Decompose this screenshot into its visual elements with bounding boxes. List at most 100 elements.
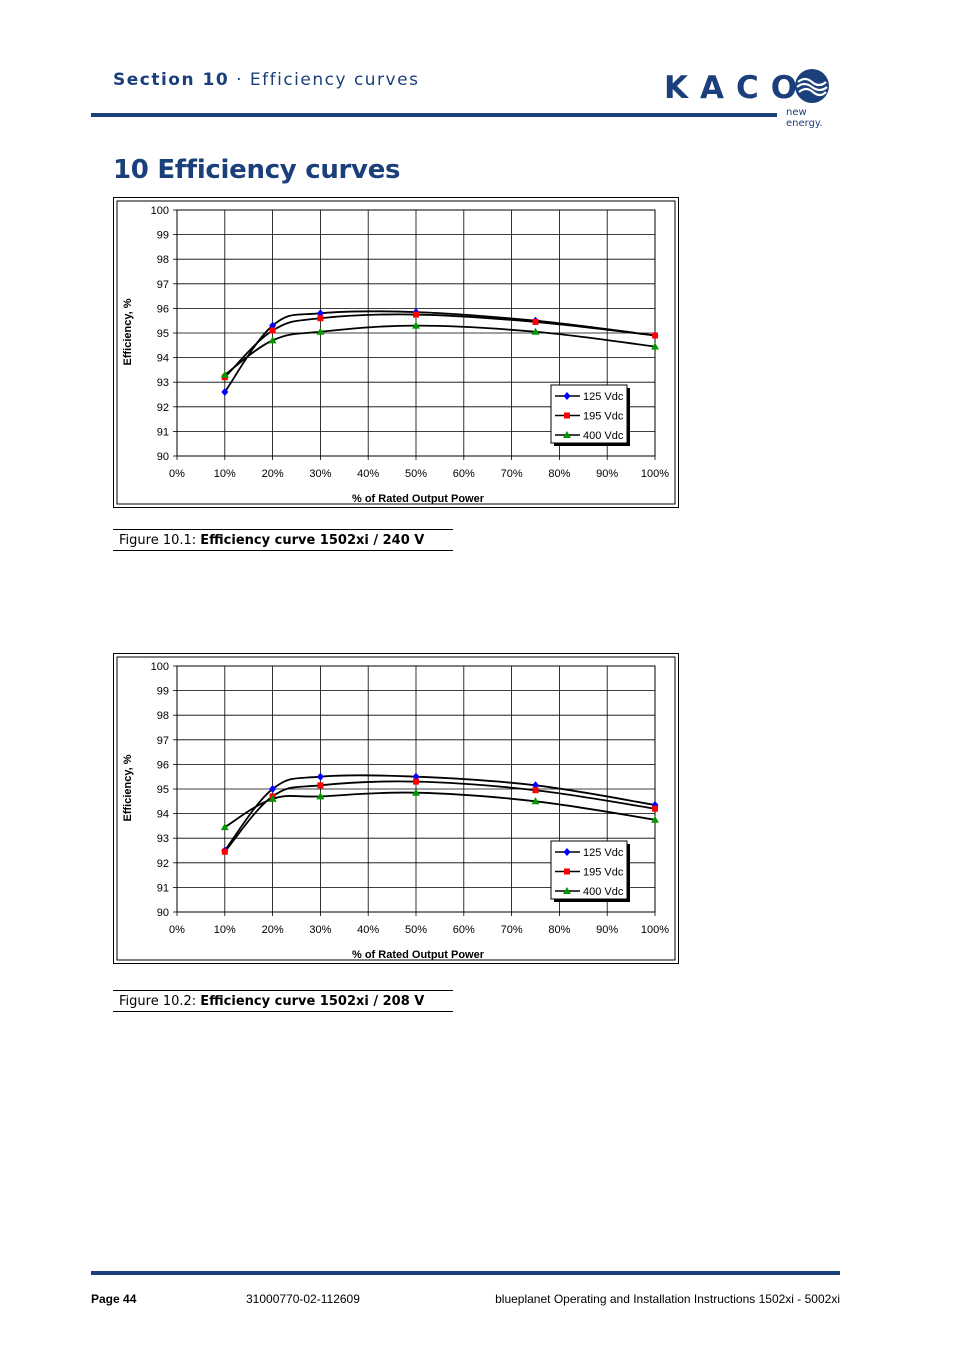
document-title: blueplanet Operating and Installation In… xyxy=(495,1292,840,1306)
diamond-marker xyxy=(563,392,571,400)
square-marker xyxy=(532,787,539,794)
triangle-marker xyxy=(268,794,277,802)
x-tick-label: 50% xyxy=(405,924,427,936)
y-axis-label: Efficiency, % xyxy=(122,298,134,365)
x-tick-label: 70% xyxy=(501,924,523,936)
square-marker xyxy=(652,332,658,339)
efficiency-chart-2: 90 91 92 93 94 95 96 97 98 99 100 0% 10% 20% 30% 40% 50%… xyxy=(113,653,679,964)
x-tick-label: 30% xyxy=(309,468,331,480)
triangle-marker xyxy=(412,321,420,329)
square-marker xyxy=(317,782,324,789)
x-tick-label: 60% xyxy=(453,924,475,936)
legend-box xyxy=(550,840,628,900)
page-title: 10 Efficiency curves xyxy=(113,155,401,185)
legend: 125 Vdc 195 Vdc 400 Vdc xyxy=(550,384,630,446)
y-tick-label: 93 xyxy=(157,833,169,845)
chart-2-svg: 90 91 92 93 94 95 96 97 98 99 100 0% 10% 20% 30% 40% 50%… xyxy=(116,656,676,961)
series-400-vdc xyxy=(220,321,659,378)
x-tick-label: 30% xyxy=(309,924,331,936)
chart-1-svg: 90 91 92 93 94 95 96 97 98 99 100 0% 10% 20% 30% 40% 50%… xyxy=(116,200,676,505)
legend-label: 125 Vdc xyxy=(583,847,624,859)
diamond-marker xyxy=(563,848,571,856)
x-tick-label: 100% xyxy=(641,468,669,480)
square-marker xyxy=(317,315,324,322)
square-marker xyxy=(652,805,658,812)
wave-globe-icon xyxy=(795,69,829,103)
y-tick-label: 100 xyxy=(151,205,169,217)
x-tick-label: 90% xyxy=(596,924,618,936)
section-label: Section 10 xyxy=(113,70,230,90)
y-tick-label: 99 xyxy=(157,686,169,698)
y-tick-label: 91 xyxy=(157,426,169,438)
triangle-marker xyxy=(651,815,659,823)
x-tick-label: 0% xyxy=(169,468,185,480)
x-tick-label: 50% xyxy=(405,468,427,480)
y-tick-label: 90 xyxy=(157,907,169,919)
x-tick-label: 80% xyxy=(548,924,570,936)
y-tick-label: 94 xyxy=(157,809,169,821)
legend-label: 400 Vdc xyxy=(583,430,624,442)
footer-rule xyxy=(91,1271,840,1275)
legend-label: 195 Vdc xyxy=(583,867,624,879)
section-title: Efficiency curves xyxy=(249,70,420,90)
x-tick-label: 60% xyxy=(453,468,475,480)
y-tick-label: 95 xyxy=(157,328,169,340)
header-rule xyxy=(91,113,777,117)
square-marker xyxy=(269,327,276,334)
caption-prefix: Figure 10.1: xyxy=(119,533,201,548)
legend-label: 400 Vdc xyxy=(583,886,624,898)
y-tick-label: 93 xyxy=(157,377,169,389)
y-tick-label: 99 xyxy=(157,230,169,242)
x-axis-label: % of Rated Output Power xyxy=(352,949,485,961)
diamond-marker xyxy=(316,309,324,318)
chart-inner-border xyxy=(116,656,676,961)
legend-label: 125 Vdc xyxy=(583,391,624,403)
section-header: Section 10 · Efficiency curves xyxy=(113,70,419,90)
triangle-marker xyxy=(220,370,229,378)
triangle-marker xyxy=(531,327,540,335)
caption-text: Efficiency curve 1502xi / 240 V xyxy=(200,533,425,548)
page-number: Page 44 xyxy=(91,1292,137,1306)
kaco-logo: KACO new energy. xyxy=(664,66,844,129)
square-marker xyxy=(532,318,539,325)
figure-caption-1: Figure 10.1: Efficiency curve 1502xi / 2… xyxy=(113,529,453,551)
y-axis-label: Efficiency, % xyxy=(122,754,134,821)
triangle-marker xyxy=(316,327,325,335)
square-marker xyxy=(413,778,419,785)
caption-text: Efficiency curve 1502xi / 208 V xyxy=(200,994,425,1009)
y-tick-label: 97 xyxy=(157,279,169,291)
y-tick-label: 98 xyxy=(157,710,169,722)
triangle-marker xyxy=(563,431,571,438)
figure-caption-2: Figure 10.2: Efficiency curve 1502xi / 2… xyxy=(113,990,453,1012)
triangle-marker xyxy=(268,336,277,344)
square-marker xyxy=(564,412,570,419)
series-line xyxy=(224,310,656,393)
logo-tagline: new energy. xyxy=(786,107,823,129)
x-tick-label: 20% xyxy=(262,468,284,480)
triangle-marker xyxy=(531,797,540,805)
diamond-marker xyxy=(221,388,229,397)
chart-inner-border xyxy=(116,200,676,505)
diamond-marker xyxy=(412,772,420,781)
y-tick-label: 92 xyxy=(157,402,169,414)
y-tick-label: 95 xyxy=(157,784,169,796)
square-marker xyxy=(413,311,419,318)
diamond-marker xyxy=(316,772,324,781)
y-tick-label: 94 xyxy=(157,353,169,365)
x-tick-label: 10% xyxy=(214,468,236,480)
caption-prefix: Figure 10.2: xyxy=(119,994,201,1009)
y-tick-label: 91 xyxy=(157,882,169,894)
y-tick-label: 98 xyxy=(157,254,169,266)
triangle-marker xyxy=(651,342,659,350)
x-tick-label: 70% xyxy=(501,468,523,480)
legend-label: 195 Vdc xyxy=(583,411,624,423)
y-tick-label: 97 xyxy=(157,735,169,747)
square-marker xyxy=(221,848,228,855)
y-tick-label: 90 xyxy=(157,451,169,463)
efficiency-chart-1: 90 91 92 93 94 95 96 97 98 99 100 0% 10% 20% 30% 40% 50%… xyxy=(113,197,679,508)
legend-box xyxy=(550,384,628,444)
x-axis-label: % of Rated Output Power xyxy=(352,493,485,505)
x-tick-label: 80% xyxy=(548,468,570,480)
section-separator: · xyxy=(229,70,250,90)
square-marker xyxy=(564,868,570,875)
